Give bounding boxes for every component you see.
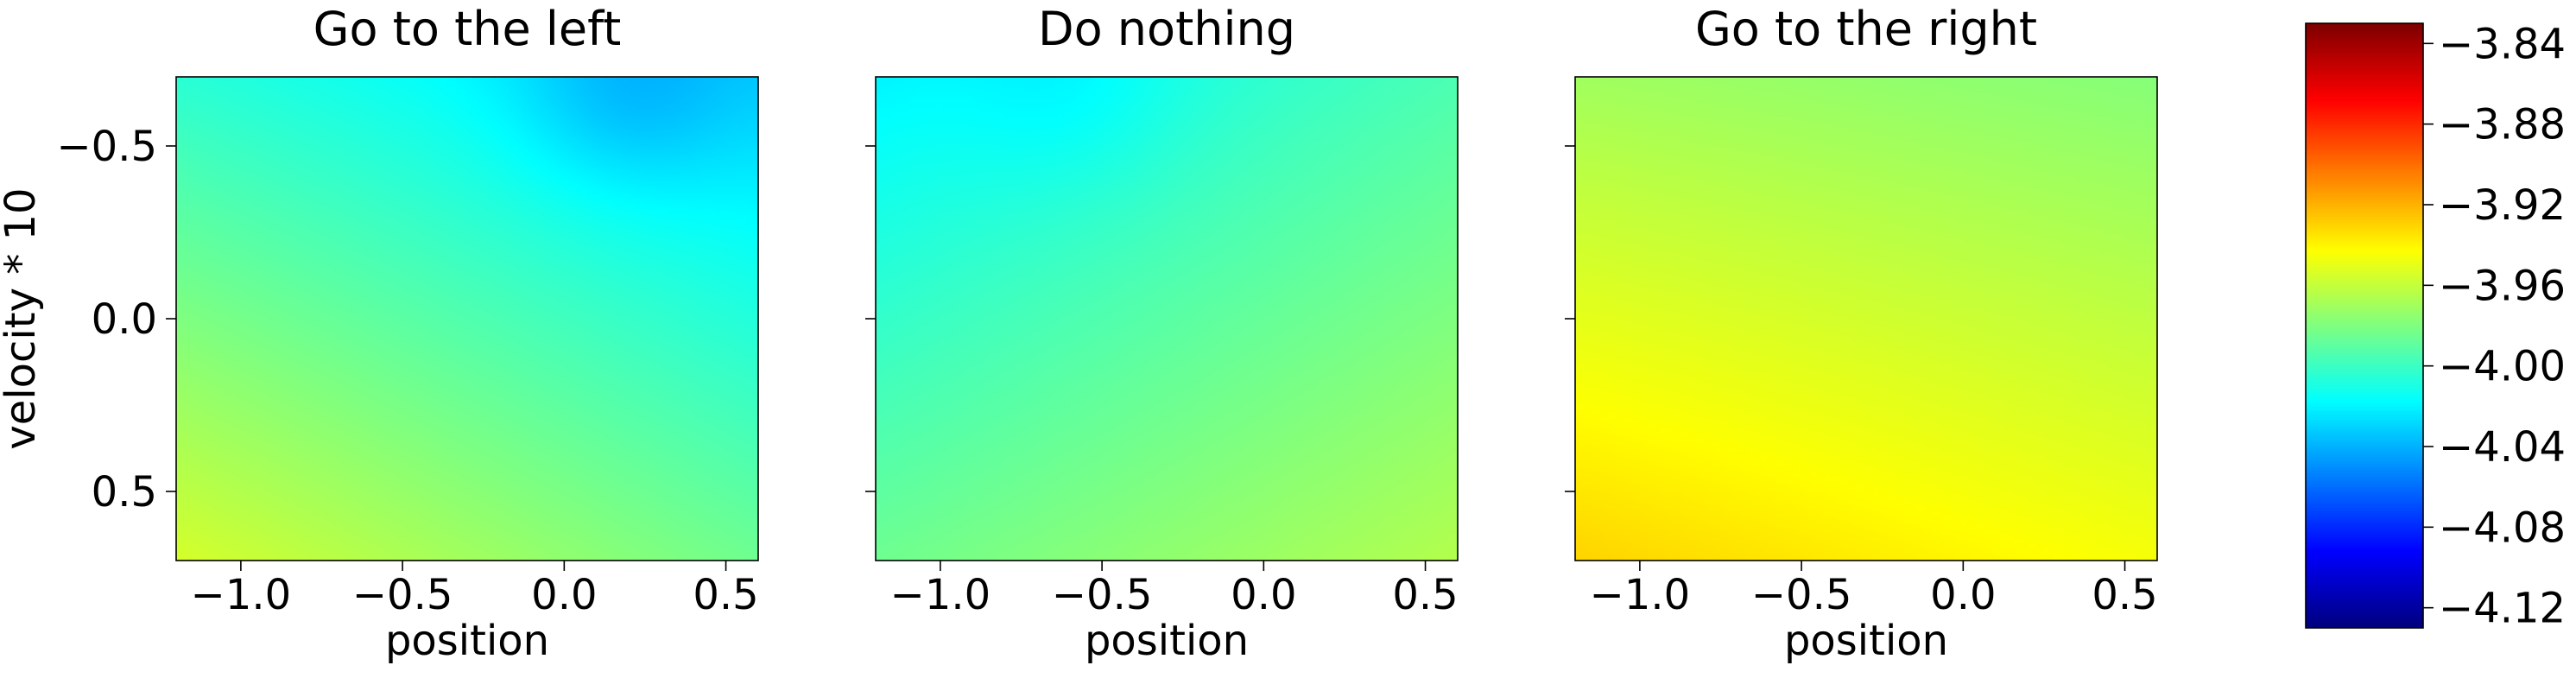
x-tick-label: −0.5 bbox=[1751, 571, 1852, 619]
panel-title-3: Go to the right bbox=[1695, 2, 2037, 56]
x-tick-label: −0.5 bbox=[352, 571, 453, 619]
colorbar-frame bbox=[2305, 22, 2424, 629]
colorbar-tick-label: −3.96 bbox=[2439, 262, 2566, 310]
heatmap-field-panel-2 bbox=[876, 77, 1458, 561]
colorbar-tick-label: −3.92 bbox=[2439, 181, 2566, 230]
colorbar-tick-label: −4.12 bbox=[2439, 585, 2566, 633]
x-tick-label: 0.0 bbox=[1231, 571, 1296, 619]
x-tick-label: 0.5 bbox=[693, 571, 758, 619]
colorbar-gradient bbox=[2306, 23, 2423, 628]
x-tick-label: 0.0 bbox=[1930, 571, 1996, 619]
x-tick-label: −1.0 bbox=[1590, 571, 1691, 619]
colorbar-tick-label: −4.04 bbox=[2439, 423, 2566, 472]
x-axis-label-panel-2: position bbox=[1085, 617, 1249, 665]
y-tick-label: 0.0 bbox=[92, 295, 157, 344]
y-axis-label: velocity * 10 bbox=[0, 187, 45, 449]
y-tick-label: 0.5 bbox=[92, 468, 157, 516]
x-tick-label: −0.5 bbox=[1052, 571, 1153, 619]
heatmap-field-panel-1 bbox=[176, 77, 758, 561]
colorbar-tick-label: −3.84 bbox=[2439, 20, 2566, 68]
heatmap-field-panel-3 bbox=[1575, 77, 2157, 561]
x-tick-label: 0.5 bbox=[2092, 571, 2157, 619]
colorbar-tick-label: −4.08 bbox=[2439, 504, 2566, 552]
x-axis-label-panel-3: position bbox=[1784, 617, 1948, 665]
x-axis-label-panel-1: position bbox=[385, 617, 549, 665]
panel-title-2: Do nothing bbox=[1038, 2, 1295, 56]
x-tick-label: 0.0 bbox=[531, 571, 597, 619]
y-tick-label: −0.5 bbox=[56, 123, 157, 171]
x-tick-label: −1.0 bbox=[191, 571, 292, 619]
colorbar-tick-label: −3.88 bbox=[2439, 101, 2566, 149]
panel-title-1: Go to the left bbox=[313, 2, 622, 56]
colorbar-tick-label: −4.00 bbox=[2439, 343, 2566, 391]
x-tick-label: 0.5 bbox=[1392, 571, 1458, 619]
x-tick-label: −1.0 bbox=[890, 571, 991, 619]
